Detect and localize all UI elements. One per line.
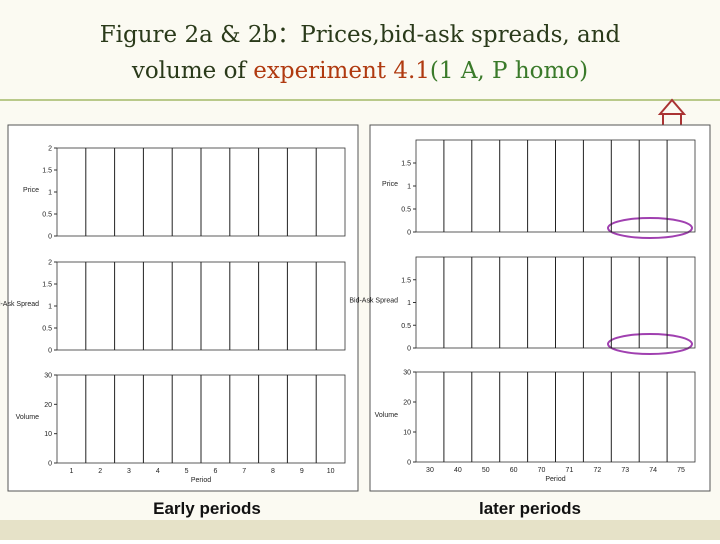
x-tick-label: 10	[327, 468, 335, 475]
x-tick-label: 1	[69, 468, 73, 475]
figure-caption: Early periods	[153, 499, 261, 518]
x-tick-label: 60	[510, 467, 518, 474]
y-tick-label: 0.5	[401, 323, 411, 330]
x-tick-label: 5	[185, 468, 189, 475]
x-tick-label: 6	[213, 468, 217, 475]
x-tick-label: 7	[242, 468, 246, 475]
y-tick-label: 30	[44, 373, 52, 380]
y-tick-label: 20	[403, 400, 411, 407]
y-axis-label: Bid-Ask Spread	[0, 301, 39, 308]
bottom-border	[0, 520, 720, 540]
y-tick-label: 0	[48, 348, 52, 355]
title-highlight: experiment 4.1	[253, 58, 430, 84]
highlight-ellipse	[607, 217, 693, 239]
title-prefix: volume of	[131, 58, 253, 84]
x-tick-label: 74	[649, 467, 657, 474]
x-tick-label: 4	[156, 468, 160, 475]
y-tick-label: 1	[48, 304, 52, 311]
y-tick-label: 0.5	[42, 212, 52, 219]
figure-frame	[369, 124, 711, 492]
y-tick-label: 0	[48, 461, 52, 468]
y-tick-label: 20	[44, 402, 52, 409]
y-tick-label: 2	[48, 146, 52, 153]
y-tick-label: 1	[407, 184, 411, 191]
x-tick-label: 30	[426, 467, 434, 474]
title-line-1: Figure 2a & 2b：Prices,bid-ask spreads, a…	[100, 22, 621, 48]
y-axis-label: Volume	[16, 414, 39, 421]
figure-caption: later periods	[479, 499, 581, 518]
y-axis-label: Price	[23, 187, 39, 194]
y-tick-label: 0	[407, 346, 411, 353]
y-tick-label: 10	[44, 431, 52, 438]
title-suffix: (1 A, P homo)	[430, 58, 588, 84]
x-axis-label: Period	[191, 477, 211, 484]
x-axis-label: Period	[545, 476, 565, 483]
y-tick-label: 0.5	[42, 326, 52, 333]
x-tick-label: 73	[621, 467, 629, 474]
y-tick-label: 1.5	[42, 168, 52, 175]
y-tick-label: 0	[48, 234, 52, 241]
y-tick-label: 1	[407, 300, 411, 307]
x-tick-label: 71	[566, 467, 574, 474]
y-axis-label: Price	[382, 181, 398, 188]
x-tick-label: 72	[593, 467, 601, 474]
x-tick-label: 8	[271, 468, 275, 475]
y-tick-label: 0.5	[401, 207, 411, 214]
title-line-2: volume of experiment 4.1(1 A, P homo)	[131, 58, 588, 84]
y-axis-label: Bid-Ask Spread	[349, 298, 398, 305]
x-tick-label: 40	[454, 467, 462, 474]
y-tick-label: 1.5	[401, 277, 411, 284]
y-tick-label: 1.5	[401, 161, 411, 168]
x-tick-label: 75	[677, 467, 685, 474]
x-tick-label: 70	[538, 467, 546, 474]
y-tick-label: 0	[407, 460, 411, 467]
x-tick-label: 3	[127, 468, 131, 475]
y-axis-label: Volume	[375, 412, 398, 419]
y-tick-label: 1.5	[42, 282, 52, 289]
x-tick-label: 9	[300, 468, 304, 475]
y-tick-label: 0	[407, 230, 411, 237]
x-tick-label: 2	[98, 468, 102, 475]
y-tick-label: 1	[48, 190, 52, 197]
x-tick-label: 50	[482, 467, 490, 474]
y-tick-label: 2	[48, 260, 52, 267]
y-tick-label: 10	[403, 430, 411, 437]
figure-frame	[7, 124, 359, 492]
y-tick-label: 30	[403, 370, 411, 377]
highlight-ellipse	[607, 333, 693, 355]
